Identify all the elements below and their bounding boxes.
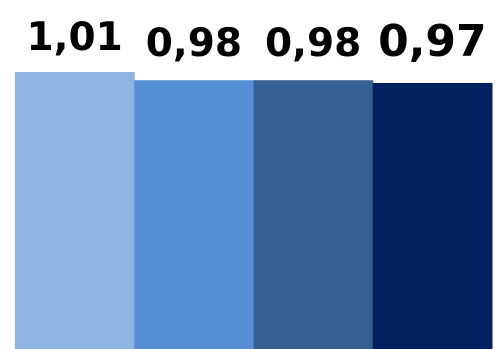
bar-3 xyxy=(253,80,374,349)
data-label-4: 0,97 xyxy=(378,16,487,67)
data-label-2: 0,98 xyxy=(146,21,242,66)
bar-1 xyxy=(15,72,135,349)
bars-group xyxy=(15,72,493,349)
data-label-3: 0,98 xyxy=(265,21,361,66)
data-label-1: 1,01 xyxy=(27,15,123,60)
data-labels-group: 1,01 0,98 0,98 0,97 xyxy=(27,15,487,67)
bar-4 xyxy=(372,82,493,349)
bar-2 xyxy=(134,80,254,349)
